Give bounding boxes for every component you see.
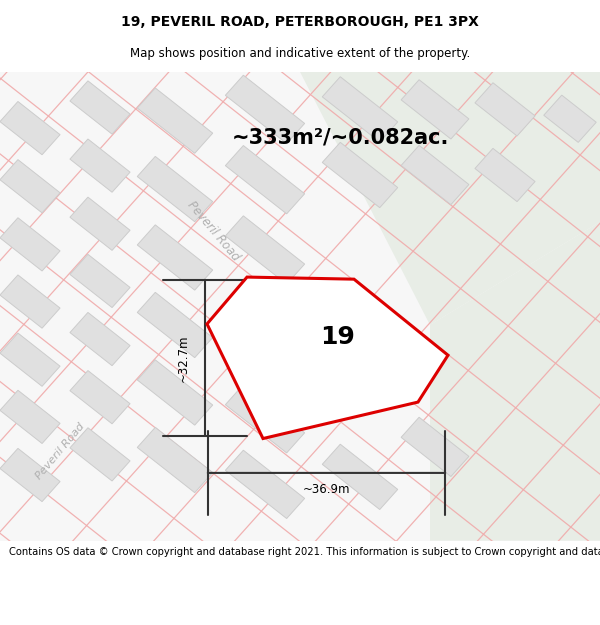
Polygon shape: [70, 197, 130, 251]
Text: Map shows position and indicative extent of the property.: Map shows position and indicative extent…: [130, 48, 470, 61]
Polygon shape: [226, 384, 305, 453]
Polygon shape: [70, 312, 130, 366]
Polygon shape: [137, 360, 213, 425]
Polygon shape: [544, 95, 596, 142]
Polygon shape: [70, 139, 130, 192]
Polygon shape: [70, 81, 130, 134]
Text: 19: 19: [320, 324, 355, 349]
Polygon shape: [322, 77, 398, 142]
Text: ~36.9m: ~36.9m: [303, 483, 350, 496]
Polygon shape: [226, 146, 305, 214]
Polygon shape: [137, 225, 213, 290]
Polygon shape: [137, 428, 213, 493]
Polygon shape: [0, 275, 60, 328]
Polygon shape: [475, 82, 535, 136]
Polygon shape: [137, 156, 213, 222]
Polygon shape: [70, 371, 130, 424]
Polygon shape: [137, 88, 213, 153]
Polygon shape: [0, 101, 60, 155]
Polygon shape: [226, 75, 305, 144]
Polygon shape: [0, 448, 60, 502]
Polygon shape: [0, 333, 60, 386]
Polygon shape: [430, 222, 600, 541]
Text: ~333m²/~0.082ac.: ~333m²/~0.082ac.: [232, 127, 449, 148]
Polygon shape: [226, 216, 305, 284]
Polygon shape: [401, 80, 469, 139]
Polygon shape: [475, 148, 535, 202]
Polygon shape: [0, 217, 60, 271]
Polygon shape: [300, 72, 600, 325]
Text: Peveril Road: Peveril Road: [34, 421, 86, 482]
Polygon shape: [322, 444, 398, 509]
Polygon shape: [70, 254, 130, 308]
Polygon shape: [401, 418, 469, 476]
Polygon shape: [70, 428, 130, 481]
Text: Contains OS data © Crown copyright and database right 2021. This information is : Contains OS data © Crown copyright and d…: [9, 548, 600, 558]
Polygon shape: [0, 159, 60, 213]
Polygon shape: [401, 146, 469, 204]
Polygon shape: [322, 142, 398, 208]
Polygon shape: [137, 292, 213, 357]
Polygon shape: [0, 390, 60, 444]
Text: 19, PEVERIL ROAD, PETERBOROUGH, PE1 3PX: 19, PEVERIL ROAD, PETERBOROUGH, PE1 3PX: [121, 14, 479, 29]
Text: ~32.7m: ~32.7m: [176, 334, 190, 381]
Text: Peveril Road: Peveril Road: [184, 199, 242, 264]
Polygon shape: [207, 277, 448, 439]
Polygon shape: [226, 450, 305, 519]
